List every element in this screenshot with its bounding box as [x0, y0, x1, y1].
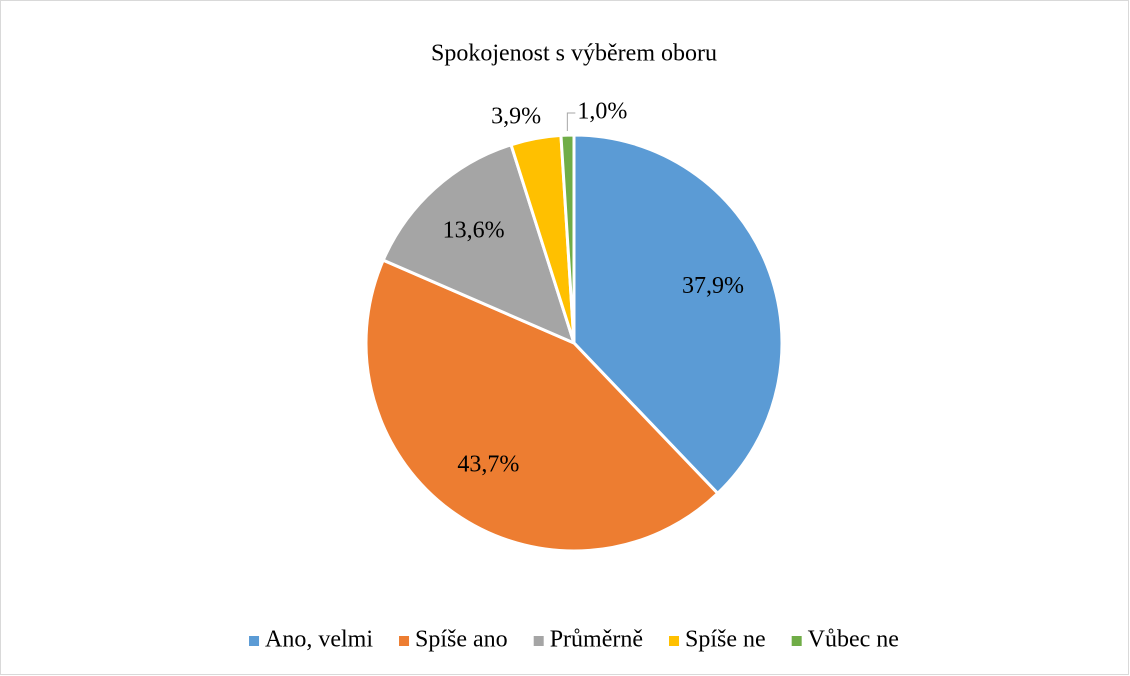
- pie-slice: [364, 258, 720, 553]
- pie-slice: [559, 133, 576, 344]
- data-label: 43,7%: [457, 451, 519, 477]
- chart-title: Spokojenost s výběrem oboru: [431, 41, 717, 67]
- legend-label: Spíše ano: [415, 627, 508, 653]
- legend-swatch: [669, 636, 680, 646]
- legend-label: Ano, velmi: [265, 627, 373, 653]
- legend-swatch: [533, 636, 544, 646]
- legend-label: Vůbec ne: [808, 627, 899, 653]
- leader-line: [566, 112, 576, 131]
- data-label: 13,6%: [443, 217, 505, 243]
- data-label: 37,9%: [682, 273, 744, 299]
- legend-label: Průměrně: [550, 627, 643, 653]
- data-label: 1,0%: [577, 98, 627, 124]
- legend-swatch: [249, 636, 260, 646]
- legend-label: Spíše ne: [685, 627, 766, 653]
- data-label: 3,9%: [491, 104, 541, 130]
- pie-slice: [572, 133, 784, 496]
- legend-swatch: [791, 636, 802, 646]
- legend-swatch: [399, 636, 410, 646]
